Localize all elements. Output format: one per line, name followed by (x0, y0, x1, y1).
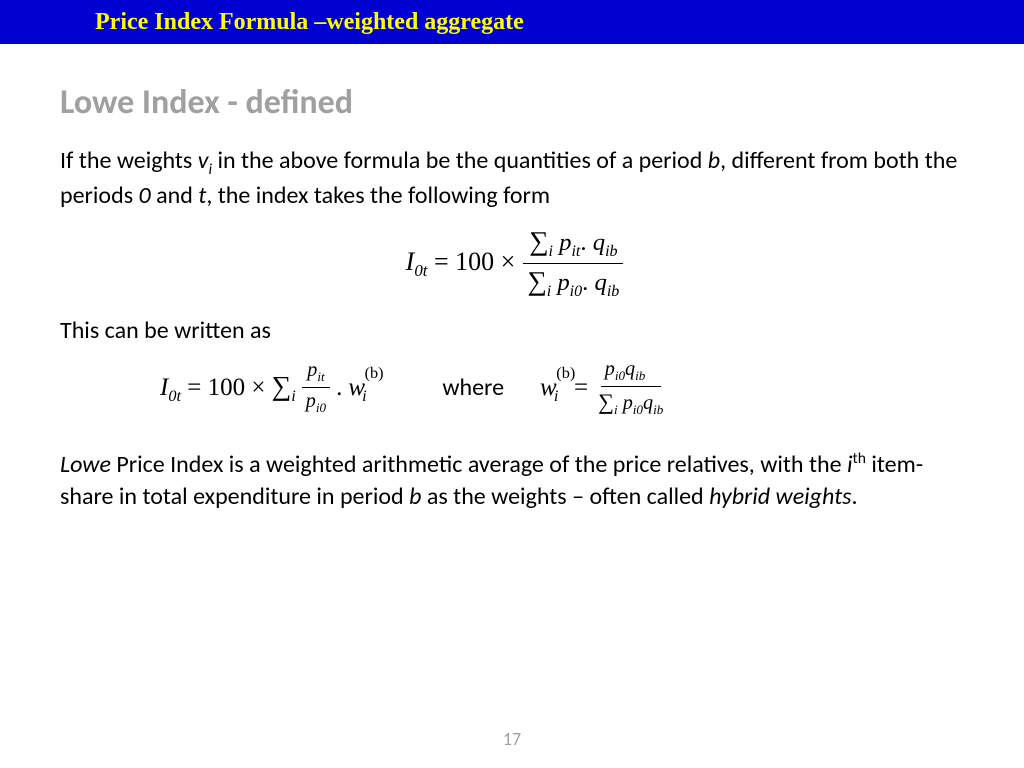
f2-sigma-sub: i (291, 387, 296, 405)
header-title: Price Index Formula –weighted aggregate (95, 9, 524, 36)
f2-eq: = 100 × (181, 374, 272, 401)
f1-num-dot: . (580, 229, 592, 256)
f3-num-q: q (625, 358, 635, 380)
f1-den-p-sub: i0 (570, 283, 582, 300)
concl-3: as the weights – often called (421, 482, 709, 511)
var-v: v (198, 146, 209, 175)
where-label: where (442, 373, 504, 402)
f3-den-p: p (623, 392, 633, 414)
var-zero: 0 (139, 181, 151, 210)
f3-den-q-sub: ib (653, 402, 663, 417)
intro-text-2: in the above formula be the quantities o… (212, 146, 708, 175)
f3-den-q: q (643, 392, 653, 414)
f1-den-dot: . (582, 269, 594, 296)
intro-text-5: , the index takes the following form (206, 181, 550, 210)
f3-num-p: p (605, 358, 615, 380)
f3-w-term: w (b) i (540, 374, 568, 402)
f1-den-sigma-sub: i (547, 283, 551, 300)
f1-num-sigma-sub: i (548, 243, 552, 260)
conclusion-paragraph: Lowe Price Index is a weighted arithmeti… (60, 448, 969, 514)
f2-den-p: p (306, 390, 316, 412)
f3-den-p-sub: i0 (633, 402, 643, 417)
formula-1: I0t = 100 × ∑i pit. qib ∑i pi0. qib (60, 226, 969, 301)
intro-text-4: and (151, 181, 199, 210)
slide-content: Lowe Index - defined If the weights vi i… (0, 44, 1024, 513)
formula-2-row: I0t = 100 × ∑i pit pi0 . w (b) i where w… (160, 358, 969, 418)
f1-den-sigma: ∑ (527, 266, 546, 296)
f1-eq: = 100 × (434, 247, 515, 276)
f3-num-q-sub: ib (635, 368, 645, 383)
concl-b: b (409, 482, 421, 511)
page-number: 17 (0, 728, 1024, 750)
f2-w-term: w (b) i (348, 374, 376, 402)
f2-sigma: ∑ (272, 370, 292, 401)
concl-1: Price Index is a weighted arithmetic ave… (111, 450, 847, 479)
f1-num-p: p (559, 229, 571, 256)
section-title: Lowe Index - defined (60, 82, 969, 123)
concl-lowe: Lowe (60, 450, 111, 479)
transition-text: This can be written as (60, 315, 969, 347)
intro-text-1: If the weights (60, 146, 198, 175)
concl-hybrid: hybrid weights (709, 482, 851, 511)
header-bar: Price Index Formula –weighted aggregate (0, 0, 1024, 44)
f2-w-sub: i (362, 387, 367, 406)
f3-den-sigma: ∑ (598, 389, 614, 414)
intro-paragraph: If the weights vi in the above formula b… (60, 145, 969, 212)
concl-4: . (852, 482, 858, 511)
f1-num-q: q (593, 229, 605, 256)
f2-den-sub: i0 (316, 400, 326, 415)
f1-num-q-sub: ib (605, 243, 617, 260)
f2-fraction: pit pi0 (302, 359, 330, 416)
f3-den-sigma-sub: i (614, 402, 618, 417)
f3-w-sub: i (554, 387, 559, 406)
f2-num-p: p (307, 359, 317, 381)
f1-I-sub: 0t (414, 261, 427, 280)
f3-w-sup: (b) (556, 364, 575, 383)
f3-eq: = (574, 374, 588, 402)
f1-num-sigma: ∑ (529, 226, 548, 256)
f2-dot: . (336, 374, 342, 402)
f1-den-q: q (595, 269, 607, 296)
f1-den-p: p (557, 269, 569, 296)
f2-I-sub: 0t (168, 387, 181, 405)
f3-fraction: pi0qib ∑i pi0qib (594, 358, 667, 418)
f2-num-sub: it (317, 369, 324, 384)
f2-w-sup: (b) (365, 364, 384, 383)
f1-den-q-sub: ib (607, 283, 619, 300)
var-b: b (708, 146, 720, 175)
f1-fraction: ∑i pit. qib ∑i pi0. qib (523, 226, 623, 301)
concl-th: th (852, 449, 865, 468)
f3-num-p-sub: i0 (615, 368, 625, 383)
